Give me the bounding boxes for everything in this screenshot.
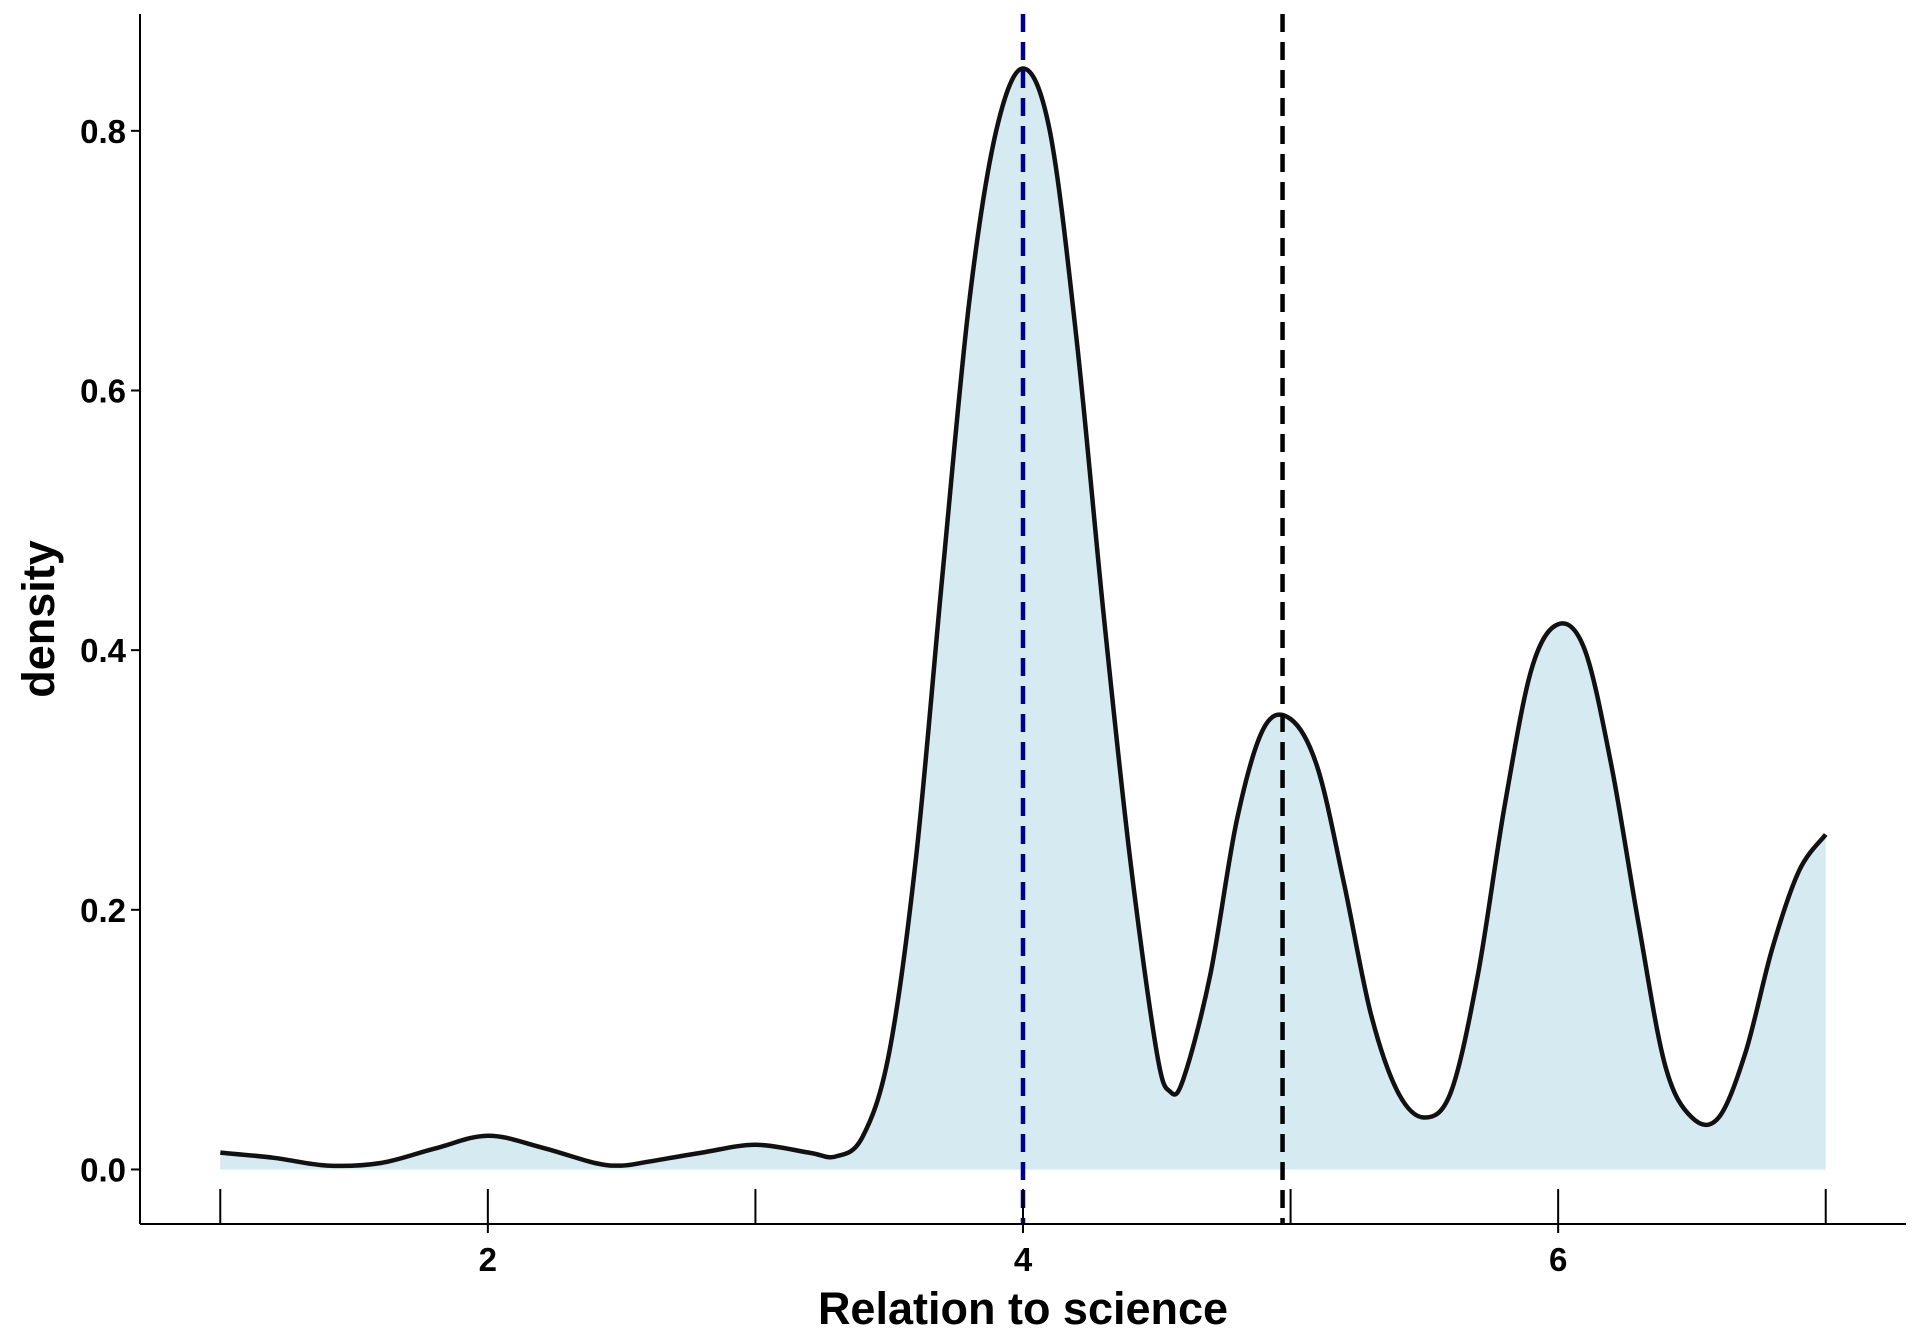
y-tick-label: 0.4: [80, 632, 127, 669]
x-axis-title: Relation to science: [818, 1283, 1228, 1334]
x-tick-label: 2: [479, 1241, 497, 1278]
x-tick-label: 4: [1014, 1241, 1033, 1278]
plot-area: [220, 14, 1828, 1224]
y-tick-label: 0.2: [80, 892, 126, 929]
ticks: 0.0 0.2 0.4 0.6 0.8 2 4 6: [80, 113, 1827, 1278]
y-axis-title: density: [13, 540, 64, 698]
y-tick-label: 0.6: [80, 373, 126, 410]
y-tick-label: 0.8: [80, 113, 126, 150]
x-tick-label: 6: [1549, 1241, 1567, 1278]
y-tick-label: 0.0: [80, 1151, 126, 1188]
density-curve: [220, 66, 1828, 1169]
